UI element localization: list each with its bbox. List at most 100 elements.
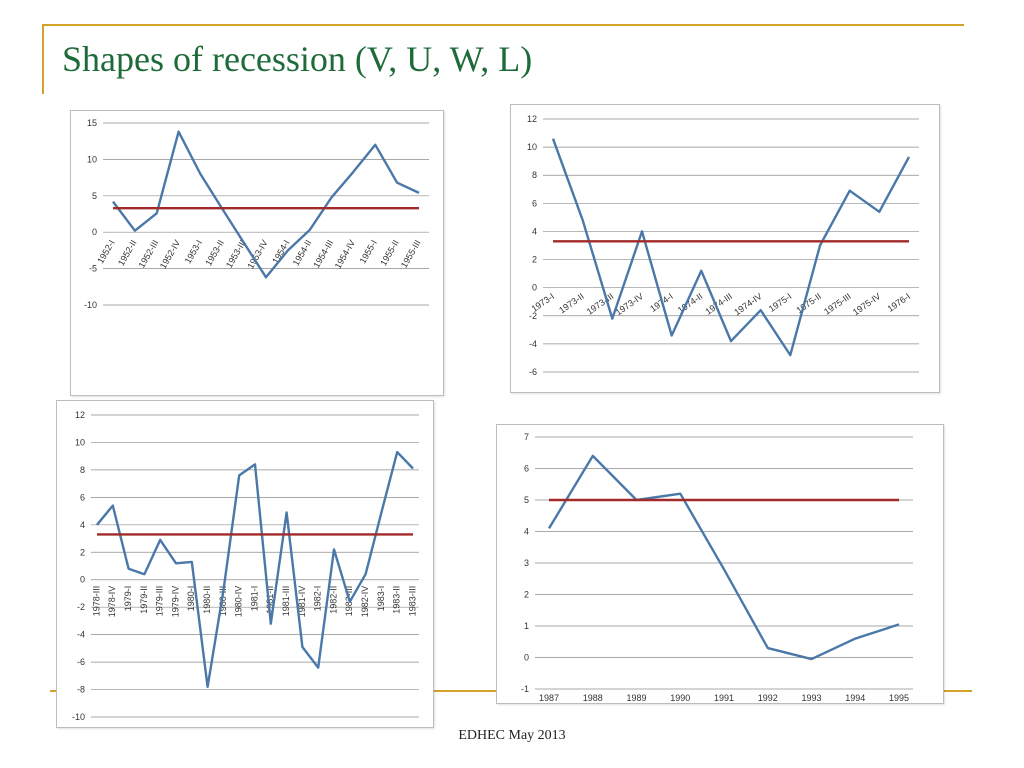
x-tick-label: 1955-III [399,238,423,269]
y-tick-label: -4 [529,339,537,349]
y-tick-label: 4 [80,520,85,530]
y-tick-label: 0 [92,227,97,237]
x-tick-label: 1981-IV [297,586,307,618]
y-tick-label: 10 [75,437,85,447]
y-tick-label: 0 [524,653,529,663]
top-accent-rule [42,24,964,26]
bottom-accent-rule-right [942,690,972,692]
x-tick-label: 1979-II [139,586,149,614]
y-tick-label: 4 [532,226,537,236]
bottom-accent-rule-middle [432,690,496,692]
growth-series-line [547,454,900,661]
chart-panel-1970s: -6 -4 -2 0 2 4 6 8 10 12 1973-I 1973-II 1973-III 1973… [510,104,940,393]
x-tick-label: 1955-II [378,238,401,267]
x-tick-label: 1952-IV [158,238,182,270]
x-tick-label: 1978-III [91,586,101,617]
x-tick-label: 1955-I [358,238,379,265]
y-tick-label: 2 [532,255,537,265]
x-tick-label: 1981-I [249,586,259,612]
x-tick-label: 1982-IV [360,586,370,618]
y-tick-label: -1 [521,684,529,694]
y-tick-label: -6 [77,657,85,667]
x-tick-label: 1983-III [407,586,417,617]
growth-series-line [551,138,911,357]
x-tick-label: 1979-IV [170,586,180,618]
growth-series-line [96,450,414,688]
x-tick-label: 1980-II [202,586,212,614]
y-tick-label: 8 [80,465,85,475]
chart-panel-1980s: -10 -8 -6 -4 -2 0 2 4 6 8 10 12 1978-III 1978-IV 1979-… [56,400,434,728]
y-tick-label: 3 [524,558,529,568]
x-tick-label: 1991 [714,693,734,703]
x-tick-label: 1992 [758,693,778,703]
y-tick-label: 5 [92,191,97,201]
y-tick-label: 2 [80,547,85,557]
y-tick-label: 12 [75,410,85,420]
y-tick-label: 8 [532,170,537,180]
x-tick-label: 1953-II [203,238,226,267]
y-tick-label: 0 [80,575,85,585]
x-tick-label: 1979-I [123,586,133,612]
x-tick-label: 1994 [845,693,865,703]
y-tick-label: -4 [77,630,85,640]
x-tick-label: 1988 [583,693,603,703]
x-tick-label: 1983-II [392,586,402,614]
y-tick-label: 7 [524,432,529,442]
chart-panel-1950s: -10 -5 0 5 10 15 1952-I 1952-II 1952-III 1952-IV 1… [70,110,444,396]
x-tick-label: 1952-III [137,238,161,269]
x-tick-label: 1978-IV [107,586,117,618]
x-tick-label: 1975-IV [851,291,883,317]
chart-panel-1990s: -1 0 1 2 3 4 5 6 7 1987 1988 1989 1990 1991 1992 1993 19… [496,424,944,704]
y-tick-label: -10 [84,300,97,310]
x-tick-label: 1954-I [270,238,291,265]
y-tick-label: 0 [532,283,537,293]
x-tick-label: 1993 [801,693,821,703]
x-tick-label: 1980-IV [234,586,244,618]
y-tick-label: -6 [529,367,537,377]
line-chart: -1 0 1 2 3 4 5 6 7 1987 1988 1989 1990 1991 1992 1993 19… [521,432,913,703]
x-tick-label: 1995 [889,693,909,703]
y-tick-label: -8 [77,685,85,695]
x-tick-label: 1975-III [822,291,853,317]
y-tick-label: -10 [72,712,85,722]
x-tick-label: 1990 [670,693,690,703]
slide-title: Shapes of recession (V, U, W, L) [62,39,533,79]
y-tick-label: 6 [80,492,85,502]
y-tick-label: 6 [524,464,529,474]
x-tick-label: 1980-I [186,586,196,612]
growth-series-line [112,130,420,279]
x-tick-label: 1976-I [885,291,912,314]
x-tick-label: 1989 [626,693,646,703]
x-tick-label: 1973-II [557,291,586,315]
x-tick-label: 1983-I [376,586,386,612]
x-tick-label: 1954-IV [333,238,357,270]
y-tick-label: 5 [524,495,529,505]
slide-footer: EDHEC May 2013 [458,728,566,743]
bottom-accent-rule-left [50,690,60,692]
y-tick-label: 10 [527,142,537,152]
y-tick-label: 2 [524,590,529,600]
y-tick-label: 12 [527,114,537,124]
left-accent-rule [42,24,44,94]
x-tick-label: 1982-II [328,586,338,614]
x-tick-label: 1987 [539,693,559,703]
x-tick-label: 1979-III [155,586,165,617]
y-tick-label: 4 [524,527,529,537]
x-tick-label: 1954-II [291,238,314,267]
x-tick-label: 1982-I [313,586,323,612]
x-tick-label: 1981-II [265,586,275,614]
x-tick-label: 1975-I [767,291,794,314]
x-tick-label: 1973-I [529,291,556,314]
x-tick-label: 1952-I [95,238,116,265]
x-tick-label: 1954-III [311,238,335,269]
y-tick-label: -5 [89,264,97,274]
x-tick-label: 1981-III [281,586,291,617]
y-tick-label: -2 [529,311,537,321]
x-tick-label: 1952-II [116,238,139,267]
x-tick-label: 1953-I [183,238,204,265]
y-tick-label: -2 [77,602,85,612]
y-tick-label: 1 [524,621,529,631]
line-chart: -10 -8 -6 -4 -2 0 2 4 6 8 10 12 1978-III 1978-IV 1979-… [72,410,419,722]
